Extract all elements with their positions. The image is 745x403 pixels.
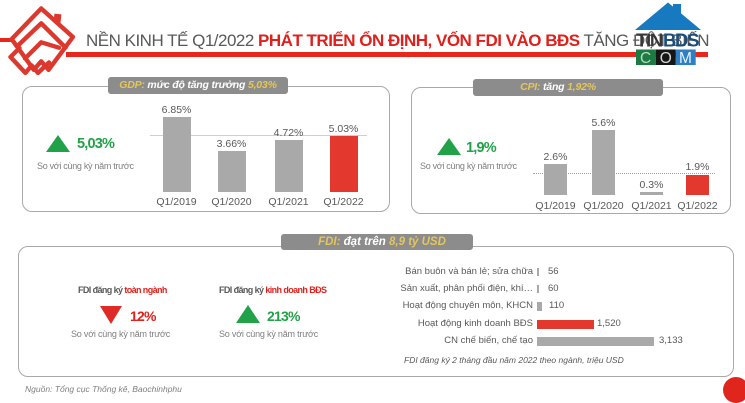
svg-text:C: C bbox=[640, 50, 651, 67]
svg-text:BDS: BDS bbox=[663, 30, 699, 51]
svg-text:TIN: TIN bbox=[636, 30, 663, 51]
svg-text:M: M bbox=[679, 50, 692, 67]
svg-text:O: O bbox=[660, 50, 672, 67]
